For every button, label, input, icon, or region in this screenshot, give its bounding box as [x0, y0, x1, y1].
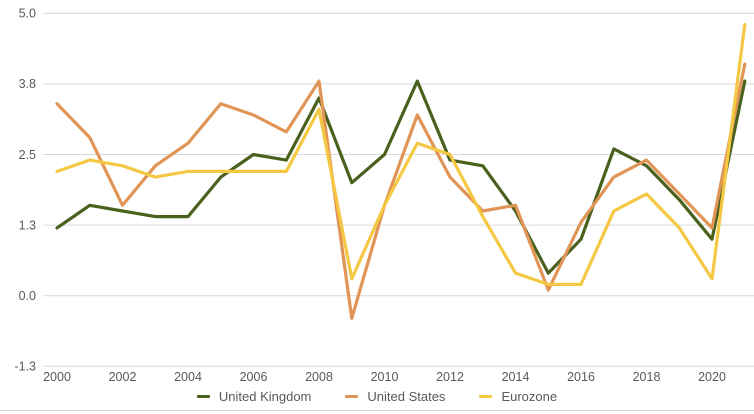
- chart-legend: United Kingdom United States Eurozone: [0, 390, 754, 403]
- y-axis-tick-label: 1.3: [19, 218, 36, 232]
- x-axis-tick-label: 2000: [43, 370, 71, 384]
- x-axis-tick-label: 2018: [633, 370, 661, 384]
- x-axis-tick-label: 2014: [502, 370, 530, 384]
- x-axis-tick-label: 2004: [174, 370, 202, 384]
- legend-item-united-kingdom: United Kingdom: [196, 389, 312, 404]
- x-axis-tick-label: 2002: [109, 370, 137, 384]
- series-line-united-kingdom: [55, 79, 747, 275]
- x-axis-tick-label: 2012: [436, 370, 464, 384]
- y-axis-tick-label: 0.0: [19, 289, 36, 303]
- legend-label-eurozone: Eurozone: [501, 389, 558, 404]
- y-axis-tick-label: 3.8: [19, 77, 36, 91]
- series-line-united-states: [55, 62, 747, 320]
- y-axis-tick-label: -1.3: [14, 360, 36, 374]
- united-kingdom-line-swatch: [196, 395, 210, 398]
- x-axis-tick-label: 2010: [371, 370, 399, 384]
- united-states-line-swatch: [345, 395, 359, 398]
- legend-label-united-kingdom: United Kingdom: [218, 389, 312, 404]
- legend-label-united-states: United States: [367, 389, 446, 404]
- y-axis-tick-label: 2.5: [19, 148, 36, 162]
- x-axis-tick-label: 2016: [567, 370, 595, 384]
- eurozone-line-swatch: [479, 395, 493, 398]
- legend-item-united-states: United States: [345, 390, 445, 403]
- series-line-eurozone: [55, 23, 747, 286]
- x-axis-tick-label: 2006: [240, 370, 268, 384]
- legend-item-eurozone: Eurozone: [479, 390, 557, 403]
- x-axis-tick-label: 2008: [305, 370, 333, 384]
- x-axis-tick-label: 2020: [698, 370, 726, 384]
- y-axis-tick-label: 5.0: [19, 7, 36, 21]
